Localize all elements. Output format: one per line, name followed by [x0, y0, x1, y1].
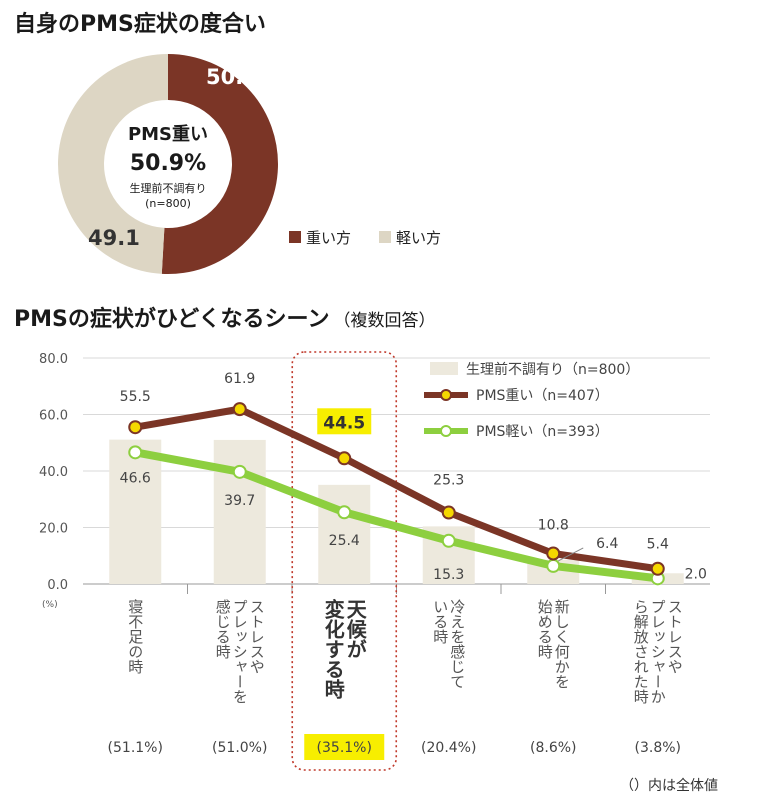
- category-label: ストレスや: [248, 599, 266, 674]
- value-label-light: 39.7: [224, 493, 255, 509]
- donut-center-title: PMS重い: [128, 123, 208, 145]
- donut-slice-light: [58, 54, 168, 274]
- category-label: プレッシャーを: [231, 599, 249, 704]
- value-label-light: 25.4: [329, 533, 360, 549]
- section-title-pms-scenes: PMSの症状がひどくなるシーン （複数回答）: [14, 301, 435, 333]
- category-label: 始める時: [536, 599, 554, 659]
- value-label-heavy: 5.4: [647, 537, 669, 553]
- value-label-heavy: 44.5: [323, 413, 365, 433]
- legend-heavy-label: 重い方: [306, 229, 351, 247]
- highlight-frame-group: [291, 351, 398, 771]
- y-tick-label: 0.0: [47, 578, 68, 593]
- y-tick-label: 20.0: [39, 522, 68, 537]
- donut-center-subtitle: 生理前不調有り: [130, 181, 207, 195]
- chart-gridlines: 80.0 60.0 40.0 20.0 0.0 (%): [39, 352, 710, 610]
- value-label-light: 2.0: [685, 566, 707, 582]
- value-label-heavy: 61.9: [224, 371, 255, 387]
- category-label: 天候が: [343, 599, 367, 659]
- point-pms-light: [546, 558, 561, 573]
- legend-light-marker: [440, 425, 452, 437]
- point-pms-light: [337, 505, 352, 520]
- y-tick-label: 60.0: [39, 409, 68, 424]
- value-label-light: 46.6: [120, 470, 151, 486]
- overall-pct-label: (51.0%): [212, 740, 267, 756]
- value-label-light: 6.4: [596, 536, 618, 552]
- point-pms-heavy: [232, 402, 247, 417]
- point-pms-heavy: [546, 546, 561, 561]
- legend-bar-swatch: [430, 362, 458, 375]
- line-pms-light: [131, 448, 662, 583]
- value-label-heavy: 10.8: [538, 517, 569, 533]
- y-tick-label: 40.0: [39, 465, 68, 480]
- section-title-pms-degree: 自身のPMS症状の度合い: [14, 12, 266, 37]
- category-label: 変化する時: [321, 598, 345, 699]
- value-label-heavy: 55.5: [120, 389, 151, 405]
- donut-value-label-light: 49.1: [88, 226, 140, 250]
- donut-center-value: 50.9%: [130, 151, 206, 176]
- legend-heavy-swatch: [289, 231, 301, 243]
- pct-highlight-box: [304, 734, 385, 760]
- value-label-heavy: 25.3: [433, 473, 464, 489]
- chart-lines: [128, 402, 665, 586]
- label-leader-line: [558, 547, 584, 562]
- overall-pct-label: (35.1%): [317, 740, 372, 756]
- legend-light-label: 軽い方: [396, 229, 441, 247]
- section-title-text: PMSの症状がひどくなるシーン: [14, 307, 330, 332]
- y-tick-label: 80.0: [39, 352, 68, 367]
- category-label: プレッシャーか: [649, 599, 667, 704]
- category-label: いる時: [431, 599, 449, 644]
- bar-overall: [109, 439, 162, 584]
- legend-bar-label: 生理前不調有り（n=800）: [466, 361, 639, 378]
- legend-light-series-label: PMS軽い（n=393）: [476, 424, 609, 440]
- legend-light-swatch: [379, 231, 391, 243]
- value-label-light: 15.3: [433, 567, 464, 583]
- multiple-answer-note: （複数回答）: [333, 311, 436, 331]
- overall-pct-label: (51.1%): [108, 740, 163, 756]
- point-pms-light: [128, 445, 143, 460]
- point-pms-heavy: [650, 561, 665, 576]
- overall-pct-label: (8.6%): [530, 740, 577, 756]
- donut-chart: 50.9 49.1: [58, 54, 279, 274]
- point-pms-light: [441, 533, 456, 548]
- legend-heavy-marker: [440, 389, 452, 401]
- category-label: 感じる時: [214, 599, 232, 659]
- point-pms-light: [232, 464, 247, 479]
- line-pms-heavy: [131, 405, 662, 573]
- donut-value-label-heavy: 50.9: [206, 65, 258, 89]
- category-label: ストレスや: [666, 599, 684, 674]
- highlight-frame: [291, 351, 398, 771]
- overall-pct-label: (3.8%): [635, 740, 682, 756]
- category-label: 寝不足の時: [126, 598, 144, 674]
- point-pms-heavy: [441, 505, 456, 520]
- donut-slice-heavy: [161, 54, 279, 274]
- point-pms-heavy: [337, 451, 352, 466]
- bar-overall: [213, 439, 266, 584]
- category-label: 新しく何かを: [553, 599, 571, 689]
- category-label: 冷えを感じて: [448, 599, 466, 689]
- point-pms-heavy: [128, 420, 143, 435]
- label-highlight-box: [317, 408, 372, 435]
- y-unit-label: (%): [42, 600, 58, 610]
- legend-heavy-series-label: PMS重い（n=407）: [476, 388, 609, 404]
- chart-labels: 55.5 61.9 44.5 25.3 10.8 5.4 46.6 39.7 25.4 15.3 6…: [108, 371, 707, 760]
- category-label: ら解放された時: [632, 599, 650, 704]
- footnote: （）内は全体値: [620, 777, 718, 794]
- overall-pct-label: (20.4%): [421, 740, 476, 756]
- donut-center-n: (n=800): [145, 197, 191, 210]
- chart-legend: 生理前不調有り（n=800） PMS重い（n=407） PMS軽い（n=393）: [424, 361, 639, 440]
